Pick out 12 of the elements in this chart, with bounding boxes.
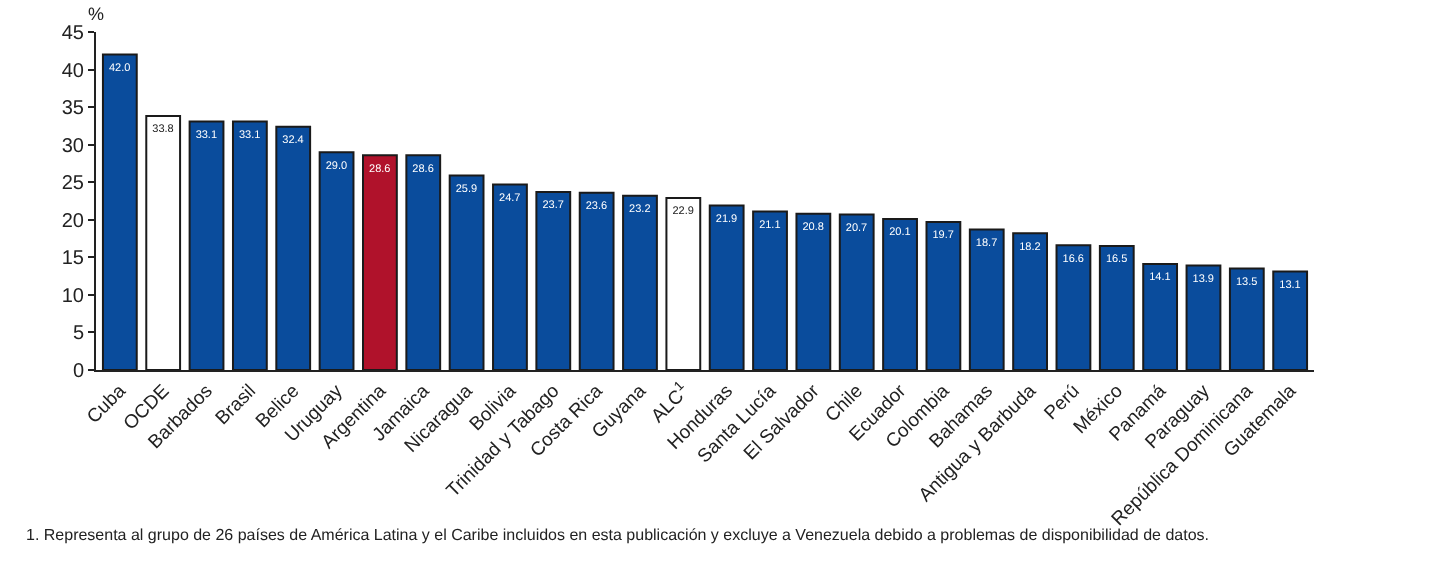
y-tick-label: 30 — [61, 135, 85, 158]
y-tick-label: 20 — [61, 210, 85, 233]
y-tick-label: 15 — [61, 248, 85, 271]
y-axis-title: % — [88, 4, 105, 24]
y-tick-label: 0 — [72, 361, 85, 383]
y-tick-label: 45 — [61, 23, 85, 45]
y-tick-label: 40 — [61, 60, 85, 83]
y-tick-label: 25 — [61, 173, 85, 196]
y-tick-label: 5 — [72, 323, 85, 346]
text: 1. Representa al grupo de 26 países de América Latina y el Caribe incluidos en esta publicación y excluye a Venezuela debido a problemas de disponibilidad de datos. — [26, 526, 1209, 544]
y-tick-label: 10 — [61, 285, 85, 308]
y-tick-label: 35 — [61, 98, 85, 121]
